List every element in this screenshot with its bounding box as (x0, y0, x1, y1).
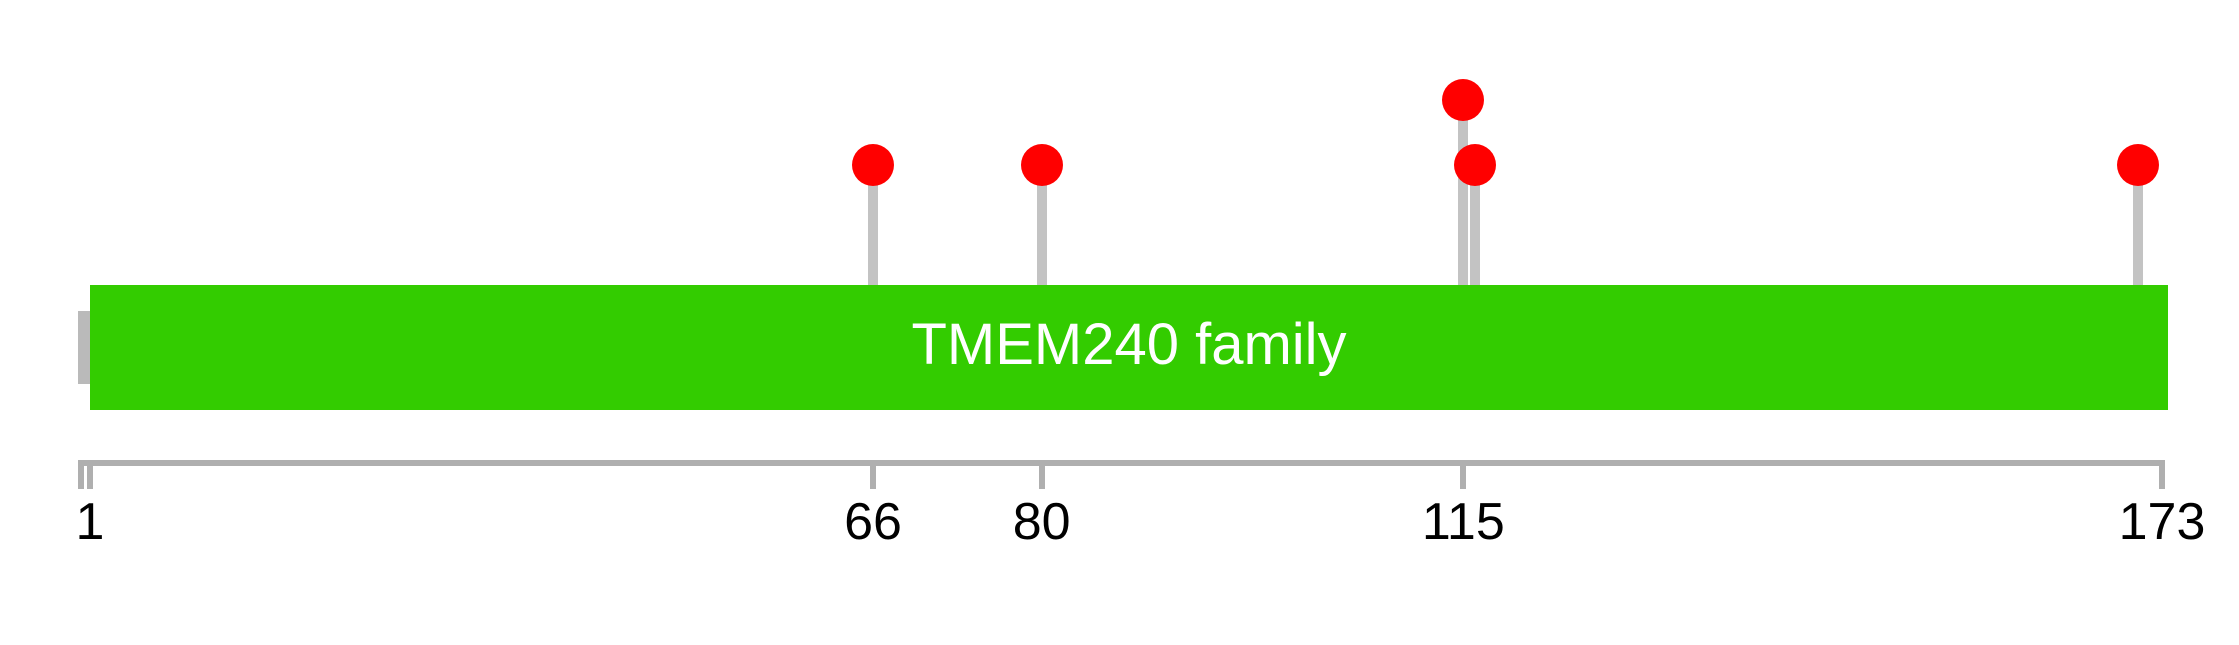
mutation-stem (1470, 165, 1481, 285)
mutation-marker[interactable] (852, 144, 895, 186)
axis-tick-label: 80 (1012, 493, 1071, 551)
mutation-marker[interactable] (1020, 144, 1063, 186)
axis-tick-label: 173 (2118, 493, 2206, 551)
mutation-stem (1036, 165, 1047, 285)
axis-tick-label: 66 (844, 493, 902, 551)
mutation-marker[interactable] (1454, 144, 1497, 186)
mutation-stem (2132, 165, 2143, 285)
domain-bar[interactable]: TMEM240 family (90, 285, 2169, 410)
axis-start-cap (77, 466, 84, 489)
axis-tick-label: 115 (1421, 493, 1505, 551)
axis-tick (87, 466, 93, 489)
mutation-marker[interactable] (1442, 79, 1485, 121)
mutation-stem (1458, 100, 1469, 285)
axis-tick (1038, 466, 1045, 489)
axis-tick (1460, 466, 1467, 489)
axis-tick (870, 466, 877, 489)
domain-label: TMEM240 family (911, 311, 1347, 377)
mutation-marker[interactable] (2116, 144, 2159, 186)
axis-tick (2159, 466, 2165, 489)
mutation-stem (868, 165, 879, 285)
axis-line (77, 460, 2165, 466)
axis-tick-label: 1 (75, 493, 105, 551)
